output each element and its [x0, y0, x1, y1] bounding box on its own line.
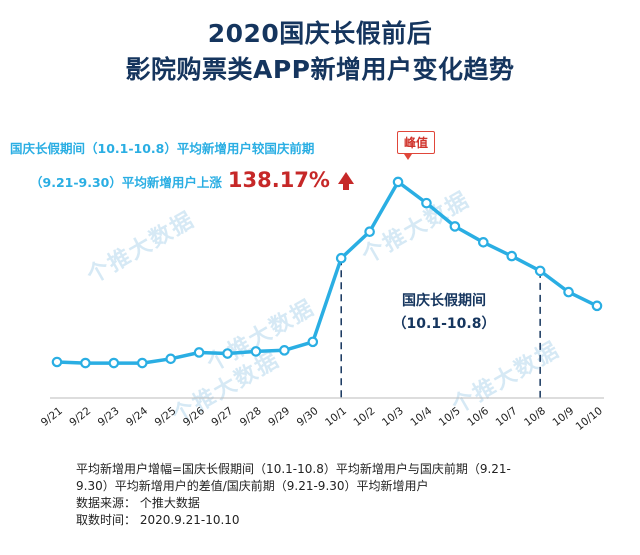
data-point [136, 357, 148, 369]
data-point [591, 300, 603, 312]
data-point [563, 286, 574, 298]
x-tick-label: 9/22 [67, 405, 93, 429]
data-point [165, 353, 176, 365]
x-tick-label: 10/4 [408, 405, 434, 429]
period-range: （10.1-10.8） [392, 316, 496, 332]
data-point [51, 356, 63, 368]
chart-title-line1: 2020国庆长假前后 [207, 19, 433, 48]
annotation-line1: 国庆长假期间（10.1-10.8）平均新增用户较国庆前期 [10, 141, 315, 156]
data-point [421, 197, 432, 209]
x-tick-label: 10/7 [494, 405, 520, 429]
x-tick-label: 9/23 [96, 405, 122, 429]
data-point [307, 336, 319, 348]
data-point [392, 176, 404, 188]
data-point [193, 347, 205, 358]
x-tick-label: 9/25 [153, 405, 179, 429]
footer-notes: 平均新增用户增幅=国庆长假期间（10.1-10.8）平均新增用户与国庆前期（9.… [76, 461, 596, 529]
x-tick-label: 10/2 [351, 405, 377, 429]
series-line [56, 180, 598, 365]
x-tick-label: 10/1 [323, 405, 349, 429]
period-label: 国庆长假期间 [402, 293, 486, 309]
data-point [279, 345, 290, 356]
arrow-up-icon [337, 172, 354, 190]
data-point [506, 250, 518, 262]
data-point [335, 252, 347, 264]
x-tick-label: 9/26 [181, 405, 207, 429]
x-tick-label: 9/21 [39, 405, 65, 429]
data-point [108, 357, 120, 369]
footer-date: 取数时间： 2020.9.21-10.10 [76, 513, 240, 527]
peak-label: 峰值 [397, 131, 436, 160]
footer-line: 9.30）平均新增用户的差值/国庆前期（9.21-9.30）平均新增用户 [76, 479, 429, 493]
x-tick-label: 9/29 [266, 405, 292, 429]
data-point [80, 357, 91, 369]
x-tick-label: 10/8 [522, 405, 548, 429]
annotation-line2-row: （9.21-9.30）平均新增用户上涨 138.17% [30, 168, 354, 192]
x-tick-label: 9/27 [209, 405, 235, 429]
x-tick-label: 10/5 [437, 405, 463, 429]
data-point [534, 265, 546, 277]
data-point [222, 348, 233, 359]
x-tick-label: 10/10 [574, 405, 605, 433]
footer-source: 数据来源： 个推大数据 [76, 496, 200, 510]
x-tick-label: 10/9 [550, 405, 576, 429]
data-point [364, 226, 375, 238]
x-tick-label: 9/24 [124, 405, 150, 429]
data-point [250, 346, 262, 357]
x-tick-label: 10/6 [465, 405, 491, 429]
data-point [478, 237, 489, 248]
chart-title-line2: 影院购票类APP新增用户变化趋势 [125, 55, 515, 84]
annotation-line2: （9.21-9.30）平均新增用户上涨 [30, 175, 222, 190]
growth-percent: 138.17% [227, 168, 330, 192]
x-tick-label: 9/28 [238, 405, 264, 429]
footer-line: 平均新增用户增幅=国庆长假期间（10.1-10.8）平均新增用户与国庆前期（9.… [76, 462, 511, 476]
x-tick-label: 10/3 [380, 405, 406, 429]
x-tick-label: 9/30 [295, 405, 321, 429]
data-point [449, 221, 461, 232]
